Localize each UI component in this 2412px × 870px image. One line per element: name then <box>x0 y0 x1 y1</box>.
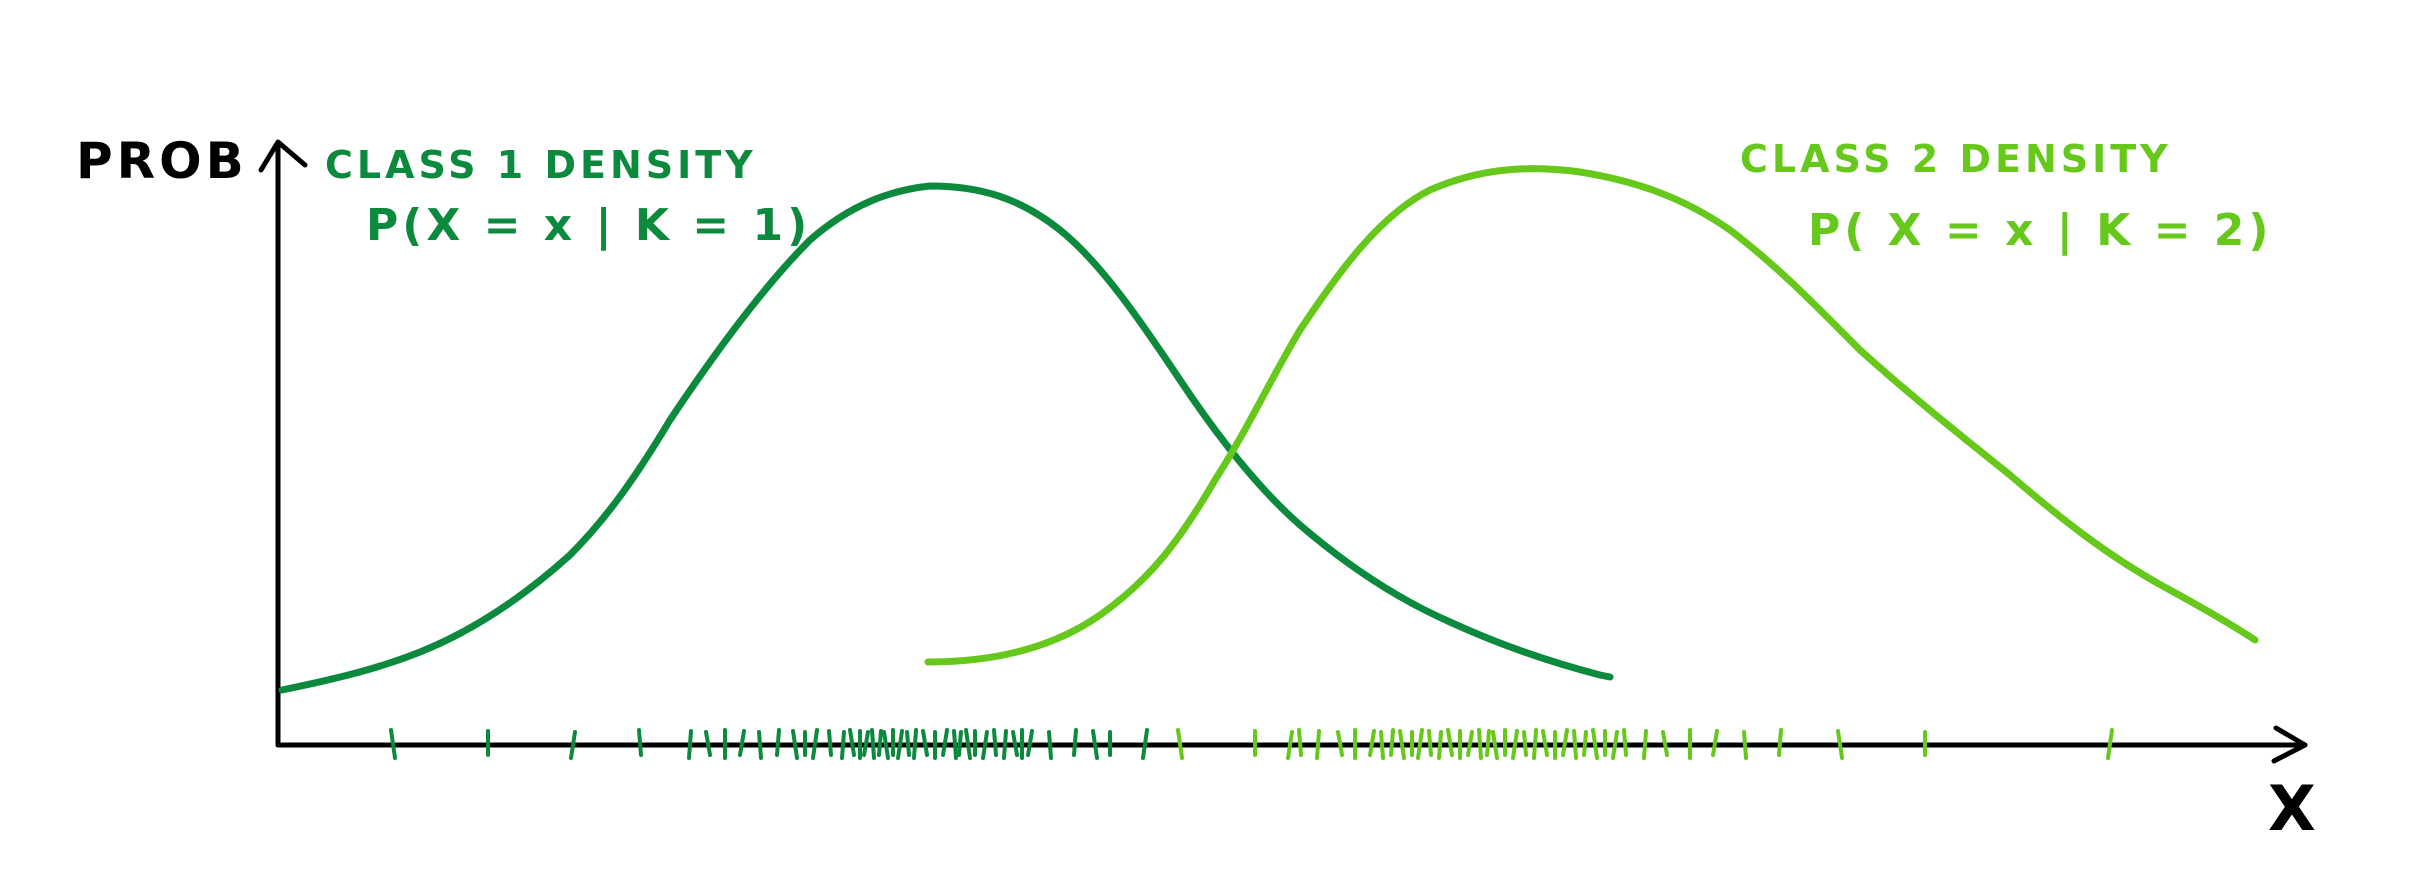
class1-rug-tick <box>981 730 989 760</box>
class1-rug-tick <box>896 729 904 760</box>
class1-rug-tick <box>905 730 911 757</box>
class1-rug-tick <box>827 729 833 757</box>
class1-rug-tick <box>848 728 856 757</box>
class1-rug-tick <box>952 729 958 760</box>
class2-rug-tick <box>1315 729 1321 760</box>
class2-rug-tick <box>1379 730 1385 760</box>
class1-rug-tick <box>704 730 712 757</box>
class1-rug-tick <box>840 730 846 760</box>
class1-rug-tick <box>757 730 763 760</box>
class1-rug-tick <box>1141 728 1149 760</box>
class2-rug-tick <box>1466 730 1474 757</box>
class1-rug-tick <box>862 730 870 757</box>
class2-rug-tick <box>1485 729 1491 757</box>
class2-rug-tick <box>1427 729 1433 757</box>
class1-rug-ticks <box>389 728 1149 760</box>
y-axis-arrowhead <box>258 139 308 173</box>
class1-rug-tick <box>1047 730 1053 760</box>
class1-formula: P(X = x | K = 1) <box>366 200 811 251</box>
class1-rug-tick <box>1091 729 1099 760</box>
class2-rug-tick <box>1286 730 1294 760</box>
class2-rug-tick <box>1836 729 1844 760</box>
class1-rug-tick <box>964 728 972 760</box>
class2-rug-tick <box>1368 729 1376 757</box>
class2-rug-tick <box>1176 728 1184 760</box>
y-axis-label: PROB <box>76 132 248 190</box>
class1-rug-tick <box>877 729 883 757</box>
class2-rug-tick <box>1572 729 1578 760</box>
class2-rug-tick <box>1561 728 1569 757</box>
class1-density-curve <box>278 182 1614 694</box>
class2-density-curve <box>924 165 2259 666</box>
class2-rug-tick <box>1398 729 1406 760</box>
class2-rug-tick <box>1416 728 1424 760</box>
class1-rug-tick <box>921 729 929 757</box>
class1-rug-tick <box>1026 729 1034 757</box>
x-axis-arrowhead <box>2271 725 2308 764</box>
x-axis-label: X <box>2268 772 2320 845</box>
class1-rug-tick <box>957 730 963 757</box>
class2-rug-tick <box>1611 730 1619 760</box>
class2-rug-tick <box>1522 730 1528 757</box>
class2-rug-tick <box>1622 728 1628 757</box>
class1-rug-tick <box>1002 729 1008 760</box>
class2-rug-tick <box>1642 729 1648 760</box>
class2-rug-tick <box>1777 728 1783 757</box>
class2-rug-tick <box>1541 729 1549 757</box>
class2-rug-tick <box>1477 728 1483 760</box>
class2-rug-tick <box>1297 728 1303 757</box>
class2-rug-tick <box>1491 730 1499 760</box>
class2-rug-ticks <box>1176 728 2114 760</box>
class2-rug-tick <box>1742 730 1748 760</box>
class1-rug-tick <box>687 729 693 760</box>
class1-rug-tick <box>870 728 876 760</box>
class2-rug-tick <box>1446 728 1454 757</box>
class1-rug-tick <box>992 728 998 757</box>
class1-title: CLASS 1 DENSITY <box>325 143 757 187</box>
class1-rug-tick <box>1011 730 1019 757</box>
class2-formula: P( X = x | K = 2) <box>1808 205 2273 256</box>
class2-rug-tick <box>1711 729 1719 757</box>
class1-rug-tick <box>569 730 577 760</box>
class2-rug-tick <box>1389 728 1395 757</box>
class2-rug-tick <box>1532 728 1538 760</box>
class1-rug-tick <box>941 728 949 757</box>
class1-rug-tick <box>791 729 799 760</box>
class2-rug-tick <box>1582 730 1588 757</box>
class2-rug-tick <box>1591 728 1599 760</box>
class2-rug-tick <box>1661 730 1669 757</box>
class1-rug-tick <box>738 729 746 757</box>
class2-rug-tick <box>1511 729 1519 760</box>
class2-rug-tick <box>1336 730 1344 757</box>
class1-rug-tick <box>882 730 890 760</box>
class1-rug-tick <box>637 728 643 757</box>
class2-rug-tick <box>2106 728 2114 760</box>
class2-title: CLASS 2 DENSITY <box>1740 137 2172 181</box>
class1-rug-tick <box>811 728 819 760</box>
class1-rug-tick <box>1072 728 1078 757</box>
class1-rug-tick <box>912 728 918 760</box>
class1-rug-tick <box>389 728 397 760</box>
class1-rug-tick <box>775 728 781 757</box>
class2-rug-tick <box>1437 730 1443 760</box>
